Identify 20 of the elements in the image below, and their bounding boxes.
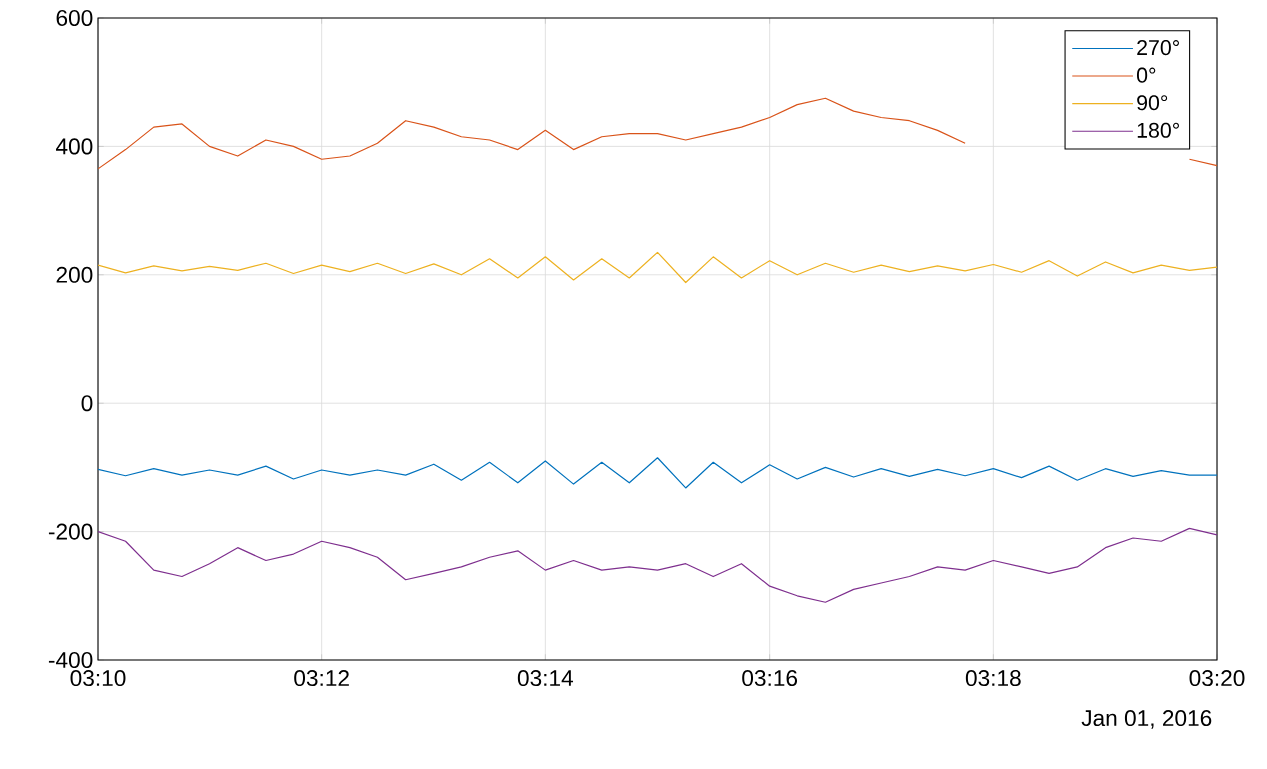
legend-label: 90° bbox=[1137, 95, 1168, 111]
x-tick-label: 03:16 bbox=[742, 670, 798, 687]
y-tick-label: -200 bbox=[48, 523, 93, 540]
x-tick-label: 03:14 bbox=[517, 670, 574, 687]
x-axis-title: Jan 01, 2016 bbox=[1081, 710, 1212, 729]
legend-label: 0° bbox=[1136, 67, 1156, 83]
y-tick-label: -400 bbox=[48, 651, 93, 669]
legend-label: 270° bbox=[1137, 40, 1179, 56]
y-tick-label: 0 bbox=[81, 395, 93, 412]
line-series bbox=[98, 251, 1218, 284]
y-tick-label: 600 bbox=[56, 9, 93, 27]
y-tick-label: 200 bbox=[56, 266, 93, 283]
line-series bbox=[98, 457, 1218, 489]
x-tick-label: 03:12 bbox=[294, 670, 349, 687]
x-tick-label: 03:18 bbox=[965, 670, 1021, 687]
legend-label: 180° bbox=[1137, 122, 1179, 138]
x-tick-label: 03:10 bbox=[70, 670, 126, 687]
line-series bbox=[98, 527, 1218, 603]
x-tick-label: 03:20 bbox=[1189, 670, 1245, 687]
y-tick-label: 400 bbox=[56, 138, 93, 155]
